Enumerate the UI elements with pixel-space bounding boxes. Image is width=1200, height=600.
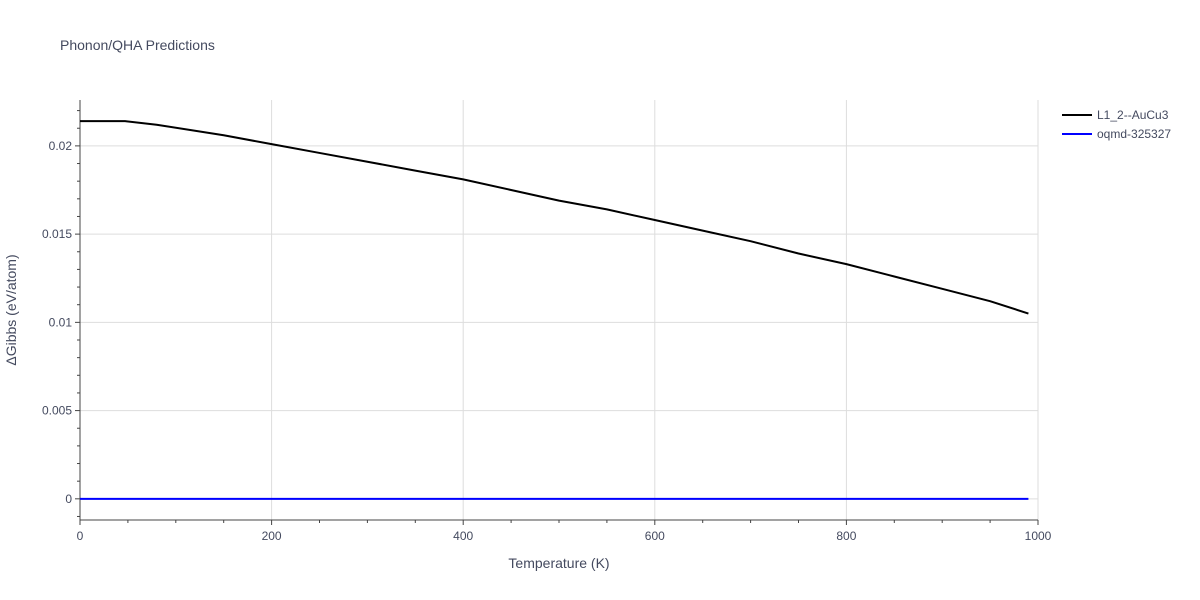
x-tick-label: 0 [77, 529, 84, 543]
legend-label-0: L1_2--AuCu3 [1097, 108, 1169, 122]
x-tick-label: 800 [836, 529, 856, 543]
y-tick-label: 0.01 [49, 315, 73, 329]
y-tick-label: 0.02 [49, 139, 73, 153]
x-tick-label: 200 [262, 529, 282, 543]
y-tick-label: 0.015 [42, 227, 72, 241]
chart-title: Phonon/QHA Predictions [60, 37, 215, 53]
legend: L1_2--AuCu3 oqmd-325327 [1062, 108, 1171, 141]
axes: 0 200 400 600 800 1000 0 0.005 0.01 0.015 0.02 [42, 100, 1052, 543]
y-tick-label: 0.005 [42, 404, 72, 418]
x-tick-label: 400 [453, 529, 473, 543]
x-axis-title: Temperature (K) [508, 555, 609, 571]
x-tick-label: 1000 [1025, 529, 1052, 543]
y-tick-label: 0 [65, 492, 72, 506]
series-line-0 [80, 120, 1029, 315]
x-tick-label: 600 [645, 529, 665, 543]
series-layer [80, 120, 1029, 500]
legend-label-1: oqmd-325327 [1097, 127, 1171, 141]
y-axis-title: ΔGibbs (eV/atom) [3, 254, 19, 365]
